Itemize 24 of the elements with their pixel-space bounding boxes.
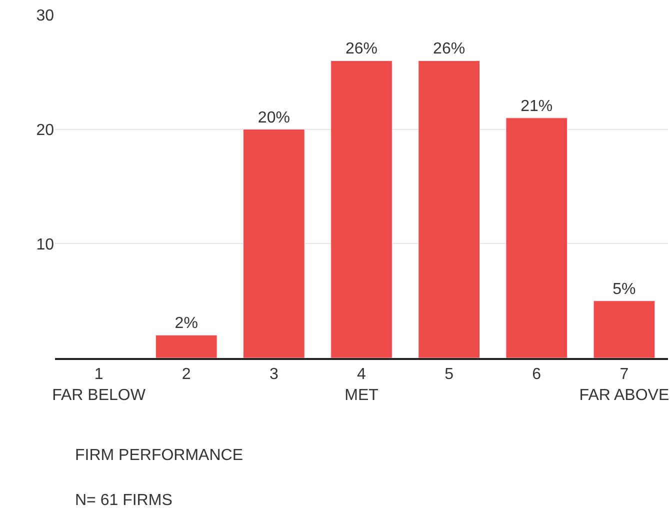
y-tick-label: 30: [36, 8, 54, 25]
x-tick-label: 2: [182, 366, 191, 384]
x-tick-label: 5: [444, 366, 454, 384]
data-label: 2%: [174, 315, 198, 332]
bar: [506, 118, 568, 358]
data-label: 20%: [258, 109, 290, 126]
data-label: 26%: [345, 40, 378, 58]
x-axis-title: FIRM PERFORMANCE: [75, 447, 243, 464]
x-tick-label: 1 FAR BELOW: [52, 366, 146, 404]
data-label: 5%: [612, 280, 636, 298]
text: N= 61 FIRMS: [75, 492, 172, 509]
bar: [330, 60, 392, 358]
x-tick-label: 7 FAR ABOVE: [579, 366, 670, 404]
x-tick-label: 4 MET: [344, 366, 379, 404]
x-tick-label: 6: [532, 366, 542, 384]
x-tick-label: 3: [269, 366, 278, 384]
y-tick-label: 20: [36, 122, 54, 139]
bar: [155, 334, 218, 358]
data-label: 21%: [520, 98, 553, 115]
y-tick-label: 10: [36, 236, 54, 254]
bar: [418, 60, 480, 358]
bar: [593, 300, 656, 358]
bar: [243, 129, 305, 358]
data-label: 26%: [433, 40, 466, 58]
